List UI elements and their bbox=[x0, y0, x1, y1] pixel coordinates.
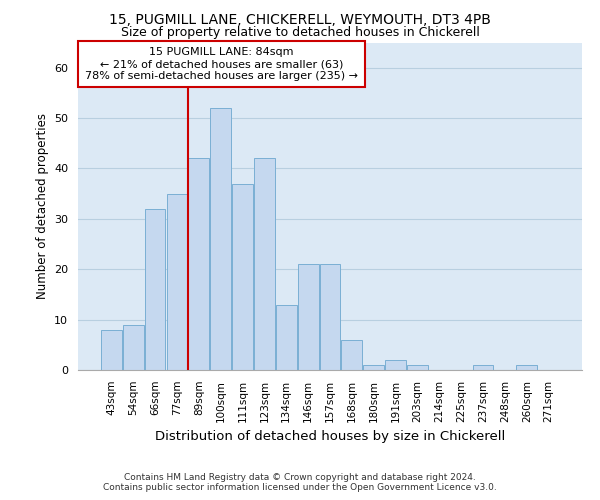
Bar bbox=[385, 360, 406, 370]
Text: Size of property relative to detached houses in Chickerell: Size of property relative to detached ho… bbox=[121, 26, 479, 39]
Bar bbox=[364, 365, 384, 370]
Bar bbox=[210, 108, 231, 370]
Bar bbox=[298, 264, 319, 370]
Bar bbox=[123, 324, 143, 370]
Bar bbox=[167, 194, 187, 370]
Bar bbox=[188, 158, 209, 370]
Text: 15 PUGMILL LANE: 84sqm
← 21% of detached houses are smaller (63)
78% of semi-det: 15 PUGMILL LANE: 84sqm ← 21% of detached… bbox=[85, 48, 358, 80]
Bar bbox=[320, 264, 340, 370]
Bar bbox=[517, 365, 537, 370]
Bar bbox=[101, 330, 122, 370]
Bar bbox=[473, 365, 493, 370]
Bar bbox=[145, 209, 166, 370]
Bar bbox=[276, 304, 296, 370]
Bar bbox=[341, 340, 362, 370]
Bar bbox=[407, 365, 428, 370]
Bar bbox=[254, 158, 275, 370]
Text: Contains HM Land Registry data © Crown copyright and database right 2024.
Contai: Contains HM Land Registry data © Crown c… bbox=[103, 473, 497, 492]
Bar bbox=[232, 184, 253, 370]
X-axis label: Distribution of detached houses by size in Chickerell: Distribution of detached houses by size … bbox=[155, 430, 505, 443]
Text: 15, PUGMILL LANE, CHICKERELL, WEYMOUTH, DT3 4PB: 15, PUGMILL LANE, CHICKERELL, WEYMOUTH, … bbox=[109, 12, 491, 26]
Y-axis label: Number of detached properties: Number of detached properties bbox=[35, 114, 49, 299]
